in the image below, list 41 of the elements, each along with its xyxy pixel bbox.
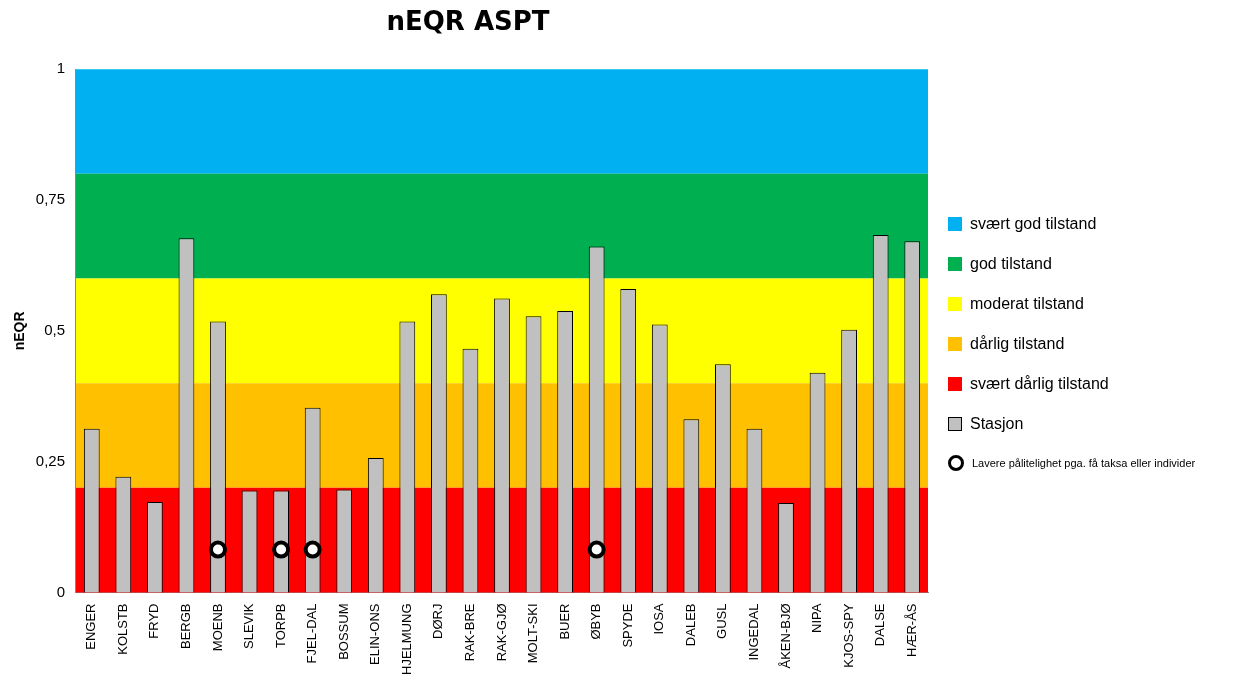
x-tick-label: KOLSTB: [114, 603, 130, 655]
x-tick-label: GUSL: [714, 603, 730, 639]
legend-label: svært god tilstand: [970, 215, 1097, 233]
x-tick-label: RAK-BRE: [462, 603, 478, 662]
x-tick-label: BERGB: [178, 603, 194, 650]
x-tick-label: ELIN-ONS: [367, 603, 383, 665]
x-tick-label: NIPA: [809, 603, 825, 633]
x-tick-label: BUER: [556, 603, 572, 640]
y-axis-title: nEQR: [11, 311, 28, 351]
x-tick-label: ØBYB: [588, 603, 604, 640]
legend-label: svært dårlig tilstand: [970, 375, 1109, 393]
x-tick-label: TORPB: [272, 603, 288, 649]
y-tick-label: 0,5: [44, 320, 65, 338]
x-tick-label: DØRJ: [430, 603, 446, 639]
x-tick-label: FJEL-DAL: [304, 603, 320, 664]
x-tick-label: RAK-GJØ: [493, 603, 509, 662]
band-label: moderat tilstand: [970, 295, 1084, 313]
y-tick-label: 0,75: [35, 190, 65, 208]
x-tick-label: BOSSUM: [335, 603, 351, 660]
x-tick-label: FRYD: [146, 603, 162, 639]
x-tick-label: SLEVIK: [241, 603, 257, 650]
y-tick-label: 1: [56, 59, 65, 77]
y-tick-label: 0: [56, 582, 65, 600]
x-tick-label: KJOS-SPY: [840, 603, 856, 668]
x-tick-label: ÅKEN-BJØ: [777, 603, 793, 669]
y-tick-label: 0,25: [35, 451, 65, 469]
legend-label: Lavere pålitelighet pga. få taksa eller individer: [972, 457, 1196, 469]
x-tick-label: MOENB: [209, 603, 225, 652]
x-tick-label: HJELMUNG: [398, 603, 414, 676]
legend-label: dårlig tilstand: [970, 335, 1065, 353]
x-tick-label: IOSA: [651, 603, 667, 635]
x-tick-label: ENGER: [83, 603, 99, 650]
x-tick-label: SPYDE: [619, 603, 635, 648]
x-tick-label: INGEDAL: [746, 603, 762, 661]
x-tick-label: DALSE: [872, 603, 888, 647]
x-tick-label: MOLT-SKI: [525, 603, 541, 664]
band-label: god tilstand: [970, 255, 1052, 273]
x-tick-label: DALEB: [682, 603, 698, 647]
chart-title: nEQR ASPT: [386, 6, 550, 37]
x-tick-label: HÆR-ÅS: [903, 603, 919, 657]
legend-label: Stasjon: [970, 415, 1024, 433]
